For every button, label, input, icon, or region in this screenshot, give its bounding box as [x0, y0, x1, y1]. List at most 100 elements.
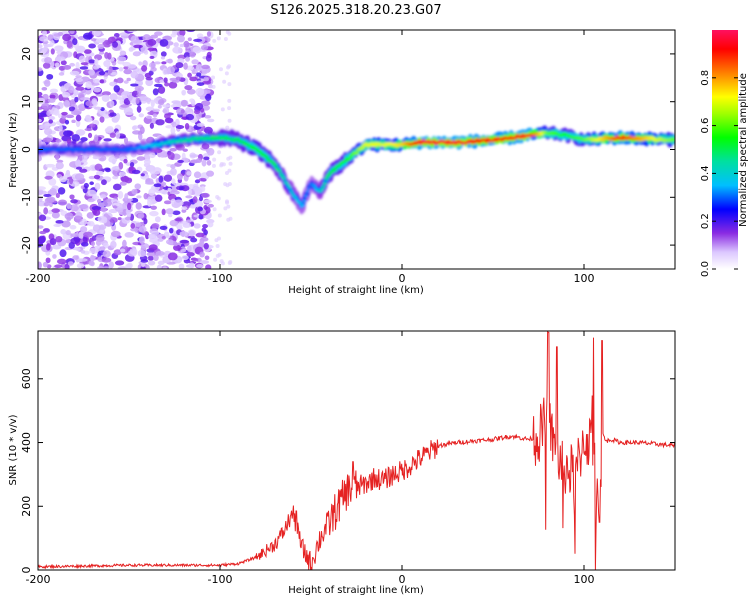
ridge-core: [258, 150, 263, 154]
noise-blob: [38, 261, 42, 269]
noise-blob: [150, 66, 157, 72]
noise-blob: [79, 66, 89, 70]
noise-blob: [150, 99, 155, 108]
y-tick-label: -20: [20, 236, 33, 254]
noise-blob: [144, 181, 155, 185]
noise-blob: [157, 104, 162, 109]
noise-blob: [206, 147, 215, 156]
noise-blob: [138, 61, 143, 66]
noise-blob: [69, 194, 75, 200]
noise-blob: [101, 257, 112, 263]
ridge-core: [188, 139, 193, 143]
noise-blob: [146, 115, 153, 120]
noise-blob: [122, 239, 127, 248]
noise-blob: [201, 159, 207, 167]
noise-blob: [186, 252, 195, 257]
noise-blob: [168, 81, 178, 89]
noise-blob: [151, 230, 160, 236]
noise-blob: [153, 254, 159, 262]
noise-blob: [79, 168, 88, 173]
noise-blob: [72, 38, 78, 46]
spectrogram-ridge: [38, 125, 675, 215]
noise-blob: [147, 47, 158, 51]
noise-blob: [117, 217, 122, 221]
noise-blob: [147, 199, 152, 207]
noise-blob: [38, 67, 43, 72]
noise-blob: [100, 194, 107, 199]
noise-blob: [223, 206, 228, 211]
noise-blob: [172, 210, 181, 216]
noise-blob: [118, 162, 124, 170]
noise-blob: [162, 35, 172, 41]
noise-blob: [205, 93, 212, 102]
ridge-core: [124, 146, 129, 150]
noise-blob: [162, 107, 170, 115]
noise-blob: [201, 64, 210, 70]
noise-blob: [143, 218, 148, 225]
noise-blob: [178, 186, 184, 191]
noise-blob: [38, 97, 46, 105]
noise-blob: [183, 40, 190, 48]
noise-blob: [227, 98, 232, 103]
noise-blob: [64, 119, 70, 125]
noise-blob: [100, 206, 107, 213]
noise-blob: [176, 173, 183, 181]
noise-blob: [202, 223, 208, 229]
noise-blob: [123, 66, 129, 70]
spectrogram-ylabel: Frequency (Hz): [8, 112, 19, 188]
noise-blob: [70, 204, 80, 212]
noise-blob: [137, 213, 145, 219]
noise-blob: [110, 72, 118, 76]
noise-blob: [65, 114, 75, 119]
noise-blob: [150, 34, 159, 39]
ridge-core: [343, 159, 348, 163]
noise-blob: [172, 46, 182, 54]
noise-blob: [42, 62, 51, 69]
noise-blob: [78, 104, 83, 111]
ridge-core: [347, 156, 352, 160]
noise-blob: [104, 51, 109, 59]
noise-blob: [97, 43, 105, 50]
noise-blob: [80, 62, 89, 66]
noise-blob: [66, 40, 73, 48]
noise-blob: [194, 187, 203, 195]
noise-blob: [211, 84, 216, 89]
noise-blob: [75, 247, 81, 251]
noise-blob: [135, 222, 142, 228]
noise-blob: [135, 97, 140, 104]
y-tick-label: 0: [20, 567, 33, 574]
ridge-core: [264, 155, 269, 159]
noise-blob: [225, 125, 230, 130]
noise-blob: [119, 171, 126, 177]
noise-blob: [123, 158, 128, 164]
noise-blob: [139, 95, 149, 102]
noise-blob: [153, 83, 163, 88]
noise-blob: [104, 127, 114, 133]
noise-blob: [53, 223, 62, 227]
noise-blob: [180, 99, 188, 107]
noise-blob: [73, 215, 82, 223]
x-tick-label: -200: [26, 573, 51, 586]
noise-blob: [149, 122, 154, 129]
noise-blob: [80, 97, 90, 101]
noise-blob: [167, 58, 173, 64]
noise-blob: [101, 91, 111, 96]
noise-blob: [165, 125, 175, 129]
noise-blob: [145, 76, 153, 81]
noise-blob: [149, 55, 155, 60]
noise-blob: [185, 56, 191, 62]
noise-blob: [218, 67, 223, 72]
noise-blob: [42, 93, 49, 101]
noise-blob: [140, 173, 145, 177]
noise-blob: [109, 93, 118, 101]
noise-blob: [135, 202, 142, 210]
noise-blob: [90, 241, 96, 247]
noise-blob: [119, 248, 126, 253]
noise-blob: [124, 193, 129, 201]
noise-blob: [200, 45, 209, 51]
noise-blob: [173, 242, 179, 247]
noise-blob: [190, 237, 198, 243]
noise-blob: [148, 244, 158, 251]
noise-blob: [127, 250, 138, 257]
